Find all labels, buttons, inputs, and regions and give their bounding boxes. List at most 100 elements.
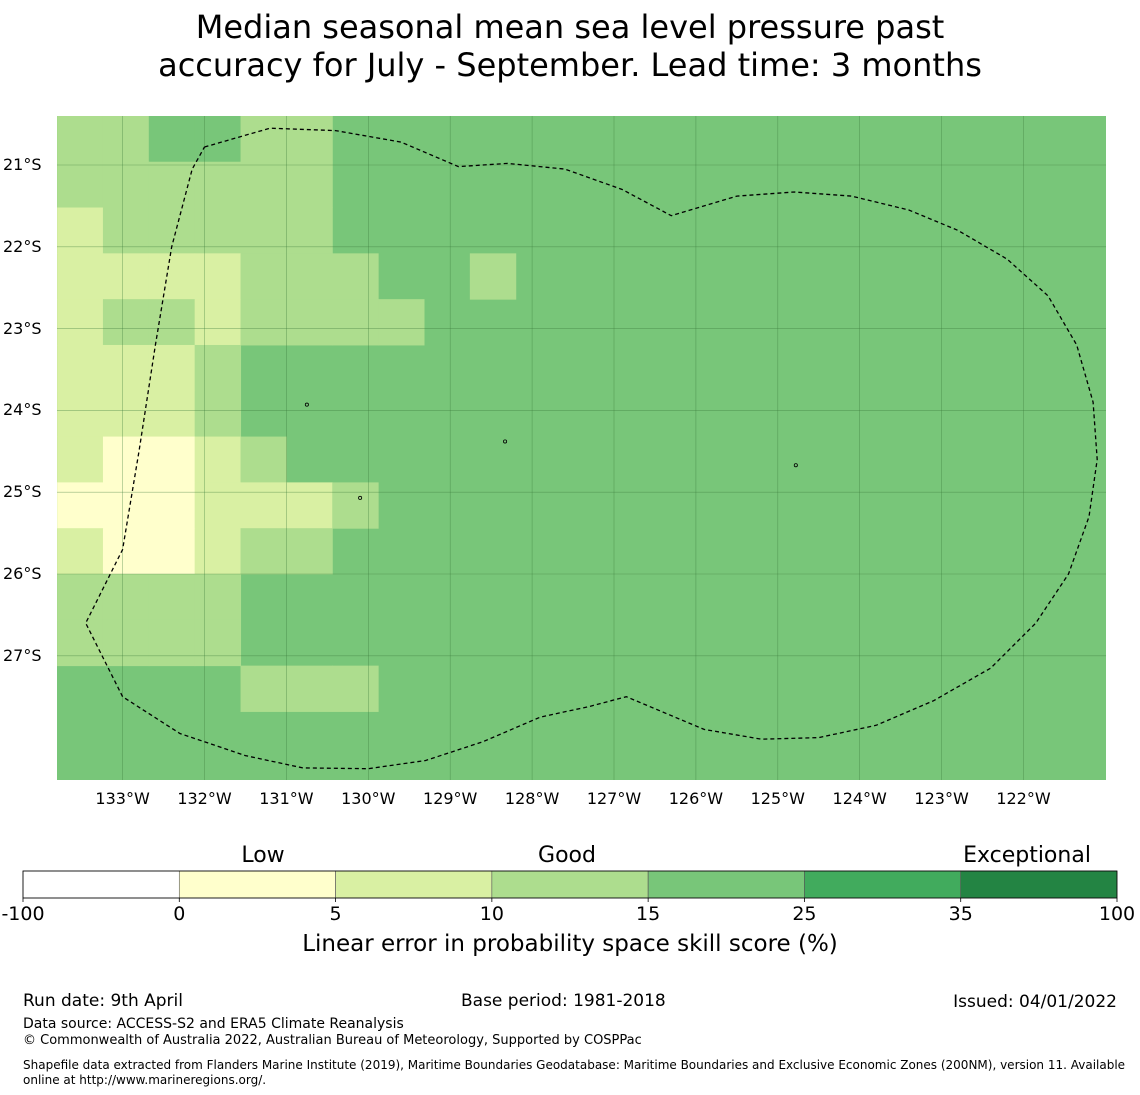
latitude-label: 27°S	[3, 645, 42, 665]
grid-cell	[240, 253, 287, 300]
grid-cell	[194, 299, 242, 346]
grid-cell	[148, 436, 196, 483]
grid-cell	[286, 116, 333, 163]
grid-cell	[332, 665, 379, 712]
grid-cell	[57, 482, 104, 529]
colorbar-segment	[804, 870, 962, 899]
grid-cell	[240, 161, 287, 209]
grid-cell	[57, 344, 104, 392]
longitude-label: 130°W	[341, 789, 396, 808]
colorbar-tick-label: -100	[1, 903, 45, 925]
grid-cell	[102, 619, 150, 667]
colorbar-segment	[647, 870, 805, 899]
grid-cell	[57, 619, 104, 667]
grid-cell	[57, 436, 104, 483]
grid-cell	[102, 207, 150, 254]
longitude-label: 124°W	[832, 789, 887, 808]
colorbar-segment	[178, 870, 336, 899]
base-period: Base period: 1981-2018	[461, 991, 666, 1011]
longitude-label: 126°W	[668, 789, 724, 808]
grid-cell	[332, 299, 379, 346]
grid-cell	[148, 528, 196, 575]
grid-cell	[286, 253, 333, 300]
grid-cell	[194, 390, 242, 438]
grid-cell	[148, 344, 196, 392]
eez-boundary	[84, 127, 1098, 770]
grid-cell	[194, 619, 242, 667]
eez-boundary-line	[84, 127, 1098, 770]
latitude-label: 26°S	[3, 564, 42, 583]
grid-cell	[194, 436, 242, 483]
grid-cell	[102, 344, 150, 392]
grid-cell	[194, 253, 242, 300]
colorbar-segment	[335, 870, 493, 899]
grid-cell	[240, 665, 287, 712]
grid-cell	[240, 528, 287, 575]
latitude-label: 22°S	[3, 236, 42, 256]
grid-cell	[148, 482, 196, 529]
grid-cell	[240, 436, 287, 483]
grid-cell	[57, 299, 104, 346]
grid-cell	[148, 619, 196, 667]
latitude-label: 21°S	[3, 155, 42, 174]
colorbar-tick-label: 25	[792, 903, 817, 925]
grid-cell	[286, 161, 333, 209]
graticule	[57, 116, 1106, 780]
grid-cell	[148, 574, 196, 621]
island-marker	[358, 495, 363, 500]
grid-cell	[102, 299, 150, 346]
grid-cell	[240, 299, 287, 346]
colorbar-tick-label: 5	[329, 903, 342, 925]
grid-cell	[102, 528, 150, 575]
longitude-label: 131°W	[259, 789, 314, 808]
longitude-label: 133°W	[95, 789, 150, 808]
grid-cell	[194, 482, 242, 529]
colorbar-tick-label: 35	[948, 903, 973, 925]
colorbar-title: Linear error in probability space skill …	[302, 931, 838, 957]
colorbar-segment	[22, 870, 180, 899]
grid-cell	[148, 390, 196, 438]
chart-title-line-1: Median seasonal mean sea level pressure …	[195, 8, 945, 46]
grid-cell	[194, 528, 242, 575]
grid-cell	[102, 161, 150, 209]
grid-cell	[378, 299, 425, 346]
grid-cell	[102, 116, 150, 163]
grid-cell	[286, 482, 333, 529]
grid-cell	[57, 253, 104, 300]
island-marker	[304, 402, 309, 407]
grid-cell	[102, 253, 150, 300]
grid-cell	[57, 116, 104, 163]
grid-cell	[57, 207, 104, 254]
grid-cell	[286, 528, 333, 575]
island-marker	[793, 463, 798, 468]
grid-cell	[332, 482, 379, 529]
grid-cell	[102, 436, 150, 483]
grid-cell	[148, 299, 196, 346]
longitude-label: 125°W	[750, 789, 805, 808]
longitude-label: 129°W	[423, 789, 478, 808]
colorbar-tick-label: 10	[479, 903, 504, 925]
grid-cell	[194, 574, 242, 621]
colorbar-tick-label: 100	[1098, 903, 1136, 925]
skill-score-grid	[57, 116, 1106, 780]
grid-cell	[194, 161, 242, 209]
issued-date: Issued: 04/01/2022	[953, 992, 1117, 1012]
grid-cell	[148, 116, 196, 163]
grid-cell	[148, 253, 196, 300]
grid-cell	[194, 207, 242, 254]
colorbar-segment	[960, 870, 1118, 899]
grid-cell	[286, 299, 333, 346]
colorbar-segment	[491, 870, 649, 899]
colorbar-category-exceptional: Exceptional	[963, 843, 1091, 868]
island-marker	[503, 439, 508, 444]
latitude-label: 24°S	[3, 400, 42, 420]
islands	[304, 402, 798, 500]
latitude-label: 23°S	[3, 318, 42, 338]
run-date: Run date: 9th April	[23, 991, 183, 1011]
grid-cell	[332, 253, 379, 300]
grid-cell	[286, 665, 333, 712]
longitude-label: 123°W	[914, 789, 969, 808]
longitude-label: 132°W	[177, 789, 232, 808]
grid-cell	[57, 574, 104, 621]
